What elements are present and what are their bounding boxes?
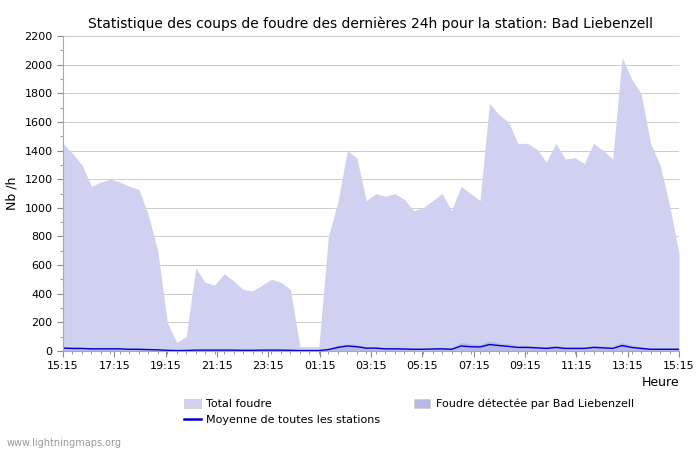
- Moyenne de toutes les stations: [334, 345, 342, 350]
- Moyenne de toutes les stations: [343, 343, 351, 349]
- Line: Moyenne de toutes les stations: Moyenne de toutes les stations: [63, 345, 679, 351]
- Moyenne de toutes les stations: [485, 342, 494, 347]
- Moyenne de toutes les stations: [258, 347, 266, 353]
- Moyenne de toutes les stations: [59, 346, 67, 351]
- Y-axis label: Nb /h: Nb /h: [6, 177, 19, 210]
- Text: Heure: Heure: [641, 376, 679, 389]
- Moyenne de toutes les stations: [675, 346, 683, 352]
- Moyenne de toutes les stations: [172, 348, 181, 353]
- Moyenne de toutes les stations: [561, 346, 570, 351]
- Moyenne de toutes les stations: [220, 347, 228, 353]
- Moyenne de toutes les stations: [106, 346, 115, 351]
- Text: www.lightningmaps.org: www.lightningmaps.org: [7, 438, 122, 448]
- Title: Statistique des coups de foudre des dernières 24h pour la station: Bad Liebenzel: Statistique des coups de foudre des dern…: [88, 16, 654, 31]
- Legend: Total foudre, Moyenne de toutes les stations, Foudre détectée par Bad Liebenzell: Total foudre, Moyenne de toutes les stat…: [179, 394, 638, 430]
